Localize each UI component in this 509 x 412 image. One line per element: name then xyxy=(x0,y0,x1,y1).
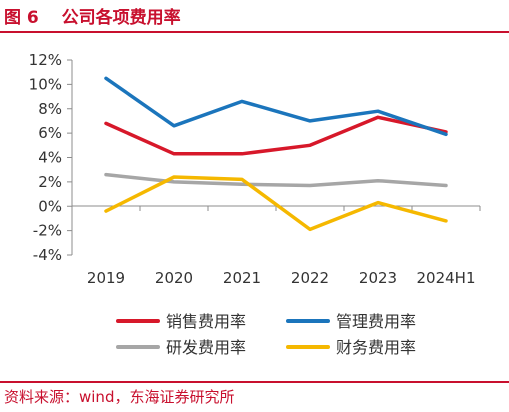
x-tick-label: 2021 xyxy=(223,269,261,287)
x-tick-label: 2020 xyxy=(155,269,193,287)
series-line-4 xyxy=(104,175,448,232)
y-axis: -4% -2% 0% 2% 4% 6% 8% 10% 12% xyxy=(29,51,73,264)
y-tick-label: 6% xyxy=(38,124,62,142)
legend-label-4: 财务费用率 xyxy=(336,338,416,357)
series-layer xyxy=(104,76,448,232)
series-line-1 xyxy=(104,115,448,156)
source-divider xyxy=(0,381,509,383)
y-tick-label: 10% xyxy=(29,75,62,93)
y-tick-label: -4% xyxy=(33,246,62,264)
x-tick-label: 2019 xyxy=(87,269,125,287)
title-divider xyxy=(0,31,509,33)
legend-label-3: 研发费用率 xyxy=(166,338,246,357)
x-tick-label: 2024H1 xyxy=(417,269,476,287)
y-tick-label: 2% xyxy=(38,173,62,191)
series-line-2 xyxy=(104,76,448,137)
series-line-3 xyxy=(104,172,448,188)
y-tick-label: -2% xyxy=(33,222,62,240)
x-tick-label: 2022 xyxy=(291,269,329,287)
legend-label-2: 管理费用率 xyxy=(336,312,416,331)
y-tick-label: 4% xyxy=(38,149,62,167)
line-chart: -4%-2%0%2%4%6%8%10%12% 2019 2020 2021 2022 2… xyxy=(29,51,481,357)
source-note: 资料来源：wind，东海证券研究所 xyxy=(4,388,235,406)
y-tick-label: 0% xyxy=(38,197,62,215)
x-axis: 2019 2020 2021 2022 2023 2024H1 xyxy=(71,205,481,287)
x-tick-label: 2023 xyxy=(359,269,397,287)
legend-label-1: 销售费用率 xyxy=(166,312,246,331)
y-tick-label: 8% xyxy=(38,100,62,118)
y-tick-label: 12% xyxy=(29,51,62,69)
figure-title: 图 6 公司各项费用率 xyxy=(4,8,181,28)
